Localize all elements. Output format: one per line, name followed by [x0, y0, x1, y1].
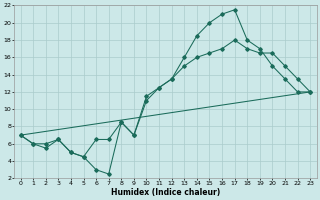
X-axis label: Humidex (Indice chaleur): Humidex (Indice chaleur) — [111, 188, 220, 197]
